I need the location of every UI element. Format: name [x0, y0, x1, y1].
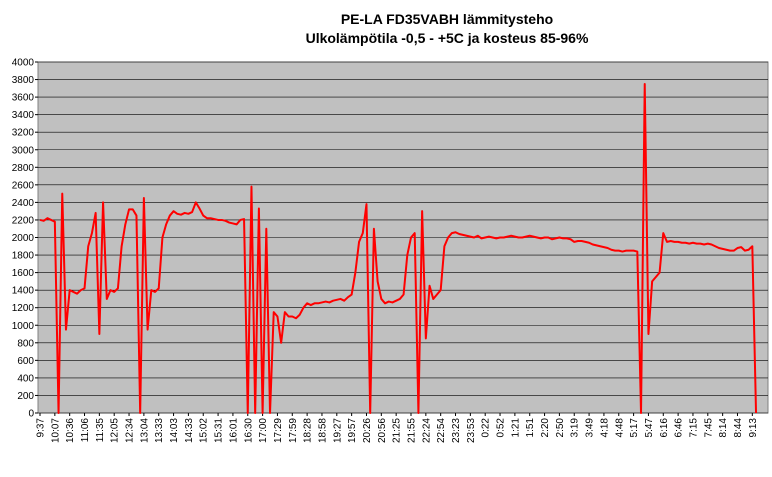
x-tick-label: 21:55 — [407, 418, 418, 443]
data-line — [39, 82, 758, 414]
x-tick-label: 13:04 — [139, 418, 150, 443]
x-tick-label: 23:23 — [451, 418, 462, 443]
x-tick-label: 2:20 — [540, 418, 551, 438]
x-tick-label: 17:00 — [258, 418, 269, 443]
x-tick-label: 4:48 — [614, 418, 625, 438]
chart-subtitle: Ulkolämpötila -0,5 - +5C ja kosteus 85-9… — [306, 30, 589, 46]
y-tick-label: 1200 — [12, 303, 35, 314]
x-tick-label: 9:37 — [36, 418, 47, 438]
x-tick-label: 10:07 — [50, 418, 61, 443]
x-tick-label: 3:49 — [585, 418, 596, 438]
x-tick-label: 18:28 — [303, 418, 314, 443]
y-tick-label: 3200 — [12, 128, 35, 139]
x-tick-label: 6:46 — [674, 418, 685, 438]
y-tick-label: 2000 — [12, 233, 35, 244]
y-tick-label: 1800 — [12, 251, 35, 262]
x-tick-label: 17:29 — [273, 418, 284, 443]
x-tick-label: 13:33 — [154, 418, 165, 443]
x-tick-label: 1:21 — [510, 418, 521, 438]
y-tick-label: 400 — [17, 373, 34, 384]
x-tick-label: 5:47 — [644, 418, 655, 438]
x-tick-label: 16:01 — [228, 418, 239, 443]
y-tick-label: 800 — [17, 338, 34, 349]
y-tick-label: 3800 — [12, 75, 35, 86]
x-tick-label: 10:36 — [65, 418, 76, 443]
x-tick-label: 12:05 — [110, 418, 121, 443]
x-tick-label: 23:53 — [466, 418, 477, 443]
y-tick-label: 4000 — [12, 58, 35, 69]
x-tick-label: 9:13 — [748, 418, 759, 438]
x-tick-label: 17:59 — [288, 418, 299, 443]
x-tick-label: 16:30 — [243, 418, 254, 443]
x-tick-label: 5:17 — [629, 418, 640, 438]
x-tick-label: 12:34 — [125, 418, 136, 443]
y-tick-label: 200 — [17, 391, 34, 402]
x-tick-label: 7:15 — [688, 418, 699, 438]
x-tick-label: 8:44 — [733, 418, 744, 438]
x-tick-label: 18:58 — [317, 418, 328, 443]
y-tick-label: 3000 — [12, 145, 35, 156]
x-tick-label: 0:22 — [481, 418, 492, 438]
x-tick-label: 3:19 — [570, 418, 581, 438]
x-tick-label: 20:56 — [377, 418, 388, 443]
y-tick-label: 1400 — [12, 286, 35, 297]
x-tick-label: 20:26 — [362, 418, 373, 443]
y-tick-label: 2400 — [12, 198, 35, 209]
y-tick-label: 3400 — [12, 110, 35, 121]
y-tick-label: 600 — [17, 356, 34, 367]
x-tick-label: 15:02 — [199, 418, 210, 443]
x-tick-label: 19:57 — [347, 418, 358, 443]
x-tick-label: 4:18 — [599, 418, 610, 438]
x-tick-label: 11:06 — [80, 418, 91, 443]
x-tick-label: 7:45 — [703, 418, 714, 438]
y-tick-label: 2200 — [12, 215, 35, 226]
x-tick-label: 1:51 — [525, 418, 536, 438]
x-tick-label: 22:54 — [436, 418, 447, 443]
x-tick-label: 14:33 — [184, 418, 195, 443]
x-tick-label: 2:50 — [555, 418, 566, 438]
y-tick-label: 2600 — [12, 180, 35, 191]
x-tick-label: 19:27 — [332, 418, 343, 443]
y-tick-label: 3600 — [12, 93, 35, 104]
y-tick-label: 0 — [28, 409, 34, 420]
x-tick-label: 21:25 — [392, 418, 403, 443]
chart-title: PE-LA FD35VABH lämmitysteho — [341, 11, 553, 27]
y-tick-label: 2800 — [12, 163, 35, 174]
y-tick-label: 1000 — [12, 321, 35, 332]
x-tick-label: 0:52 — [496, 418, 507, 438]
x-tick-label: 15:31 — [214, 418, 225, 443]
x-tick-label: 14:03 — [169, 418, 180, 443]
x-tick-label: 22:24 — [421, 418, 432, 443]
x-tick-label: 6:16 — [659, 418, 670, 438]
y-tick-label: 1600 — [12, 268, 35, 279]
x-tick-label: 8:14 — [718, 418, 729, 438]
x-tick-label: 11:35 — [95, 418, 106, 443]
